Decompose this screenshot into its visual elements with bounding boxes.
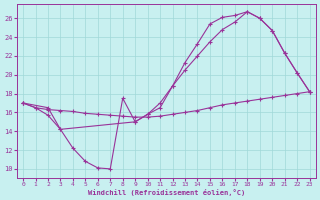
- X-axis label: Windchill (Refroidissement éolien,°C): Windchill (Refroidissement éolien,°C): [88, 189, 245, 196]
